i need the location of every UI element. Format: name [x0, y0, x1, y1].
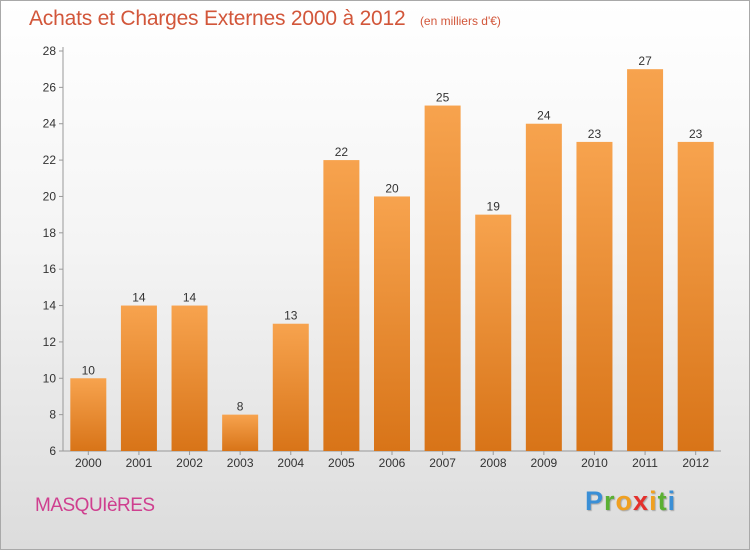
- bars: [70, 69, 714, 452]
- bar: [323, 160, 360, 451]
- bar: [627, 69, 664, 451]
- bar: [475, 214, 512, 451]
- y-tick-label: 12: [43, 335, 57, 349]
- data-label: 20: [385, 181, 399, 195]
- y-tick-label: 20: [43, 189, 57, 203]
- bar: [171, 305, 208, 451]
- x-tick-label: 2004: [277, 456, 304, 470]
- data-label: 27: [638, 54, 652, 68]
- data-label: 8: [237, 400, 244, 414]
- bar: [222, 414, 259, 451]
- brand-letter: i: [667, 486, 677, 516]
- bar: [272, 323, 309, 451]
- chart-title: Achats et Charges Externes 2000 à 2012: [29, 7, 406, 30]
- brand-letter: r: [604, 486, 616, 516]
- brand-logo: Proxiti: [585, 486, 676, 517]
- data-labels: 10 14 14 8 13 22 20 25 19 24 23 27 23: [82, 54, 703, 413]
- data-label: 14: [132, 291, 146, 305]
- brand-letter: P: [585, 486, 605, 516]
- bar: [576, 141, 613, 451]
- x-tick-label: 2011: [632, 456, 658, 470]
- bar: [525, 123, 562, 452]
- brand-letter: i: [649, 486, 658, 516]
- y-tick-label: 8: [49, 408, 56, 422]
- y-tick-label: 10: [43, 371, 57, 385]
- chart-unit: (en milliers d'€): [419, 14, 501, 28]
- data-label: 10: [82, 363, 96, 377]
- x-tick-label: 2007: [429, 456, 456, 470]
- x-tick-label: 2003: [227, 456, 254, 470]
- data-label: 19: [487, 200, 501, 214]
- x-tick-label: 2009: [530, 456, 557, 470]
- y-tick-label: 16: [43, 262, 57, 276]
- data-label: 22: [335, 145, 349, 159]
- y-tick-label: 28: [43, 44, 57, 58]
- y-tick-label: 18: [43, 226, 57, 240]
- bar: [677, 141, 714, 451]
- x-tick-label: 2002: [176, 456, 203, 470]
- x-tick-label: 2012: [682, 456, 709, 470]
- x-tick-label: 2010: [581, 456, 608, 470]
- data-label: 24: [537, 109, 551, 123]
- x-tick-label: 2000: [75, 456, 102, 470]
- data-label: 25: [436, 91, 450, 105]
- brand-letter: x: [633, 486, 650, 516]
- y-tick-label: 14: [43, 299, 57, 313]
- brand-letter: t: [657, 486, 668, 516]
- commune-name: MASQUIèRES: [35, 495, 155, 516]
- data-label: 23: [689, 127, 703, 141]
- chart-header: Achats et Charges Externes 2000 à 2012 (…: [29, 7, 501, 31]
- data-label: 13: [284, 309, 298, 323]
- x-tick-label: 2001: [126, 456, 153, 470]
- bar: [70, 378, 107, 451]
- x-tick-label: 2006: [379, 456, 406, 470]
- y-tick-label: 6: [49, 444, 56, 458]
- x-tick-label: 2005: [328, 456, 355, 470]
- data-label: 14: [183, 291, 197, 305]
- bar: [120, 305, 157, 451]
- bar: [374, 196, 410, 451]
- x-tick-label: 2008: [480, 456, 507, 470]
- y-tick-label: 22: [43, 153, 57, 167]
- y-tick-label: 26: [43, 80, 57, 94]
- y-tick-label: 24: [43, 117, 57, 131]
- data-label: 23: [588, 127, 602, 141]
- brand-letter: o: [615, 486, 634, 516]
- bar: [424, 105, 461, 451]
